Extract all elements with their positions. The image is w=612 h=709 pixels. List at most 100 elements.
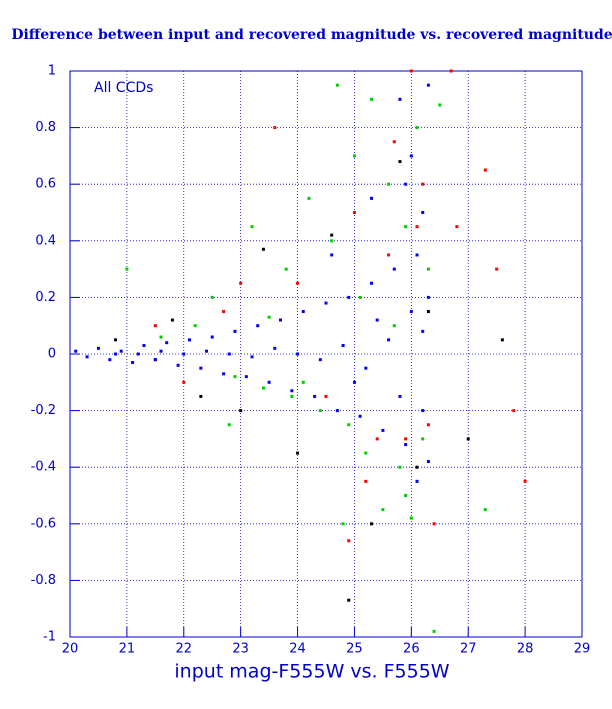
point [227,352,231,356]
point [290,394,294,398]
x-tick-label: 29 [574,642,591,657]
point [483,508,487,512]
y-tick-label: -0.8 [31,573,56,588]
point [364,366,368,370]
point [176,363,180,367]
point [438,103,442,107]
point [421,211,425,214]
point [387,338,391,342]
point [335,409,339,413]
point [398,97,402,101]
y-tick-label: 0.4 [35,233,56,248]
point [347,423,351,427]
point [296,451,300,455]
point [159,335,163,339]
point [495,267,499,271]
point [432,522,436,526]
point [512,409,516,413]
point [426,83,430,87]
point [358,414,362,418]
x-tick-label: 27 [460,642,477,657]
point [370,196,374,200]
point [267,380,271,384]
point [455,225,459,229]
point [375,437,379,441]
point [284,267,288,271]
point [404,443,408,447]
point [426,295,430,299]
point [273,346,277,350]
x-tick-label: 22 [176,642,193,657]
point [153,358,157,362]
point [96,346,100,350]
point [392,267,396,271]
point [404,494,408,497]
point [409,310,413,314]
point [415,126,419,130]
point [381,428,385,432]
point [296,352,300,356]
point [398,160,402,164]
point [114,352,118,356]
point [108,358,112,362]
point [159,349,163,353]
point [421,329,425,333]
point [341,522,345,526]
point [426,460,430,464]
point [370,97,374,101]
y-tick-label: -1 [43,630,56,645]
chart-title: Difference between input and recovered m… [11,27,612,43]
point [125,267,129,271]
point [222,310,226,314]
point [409,154,413,158]
point [352,211,356,214]
y-tick-label: 1 [48,64,56,79]
point [404,182,408,186]
point [449,69,453,73]
annotation: All CCDs [94,80,153,96]
point [415,479,419,483]
point [364,479,368,483]
point [404,225,408,229]
y-tick-label: 0.6 [35,177,56,192]
point [239,409,243,413]
point [250,225,254,229]
point [426,267,430,271]
point [370,522,374,526]
point [205,349,209,353]
point [381,508,385,512]
point [313,394,317,398]
y-tick-label: 0 [48,347,56,362]
point [273,126,277,130]
point [324,301,328,305]
point [415,465,419,469]
point [222,372,226,376]
point [307,196,311,200]
point [318,358,322,362]
point [85,355,89,359]
point [301,380,305,384]
point [421,437,425,441]
point [421,182,425,186]
point [136,352,140,356]
y-tick-label: -0.6 [31,516,56,531]
y-tick-label: 0.8 [35,120,56,135]
point [227,423,231,427]
point [352,154,356,158]
point [330,253,334,257]
y-tick-label: -0.4 [31,460,56,475]
point [347,295,351,299]
point [318,409,322,413]
point [193,324,197,328]
point [330,239,334,243]
point [244,375,248,379]
point [364,451,368,455]
point [352,380,356,384]
point [409,69,413,73]
point [296,281,300,285]
point [199,394,203,398]
point [199,366,203,370]
point [466,437,470,441]
